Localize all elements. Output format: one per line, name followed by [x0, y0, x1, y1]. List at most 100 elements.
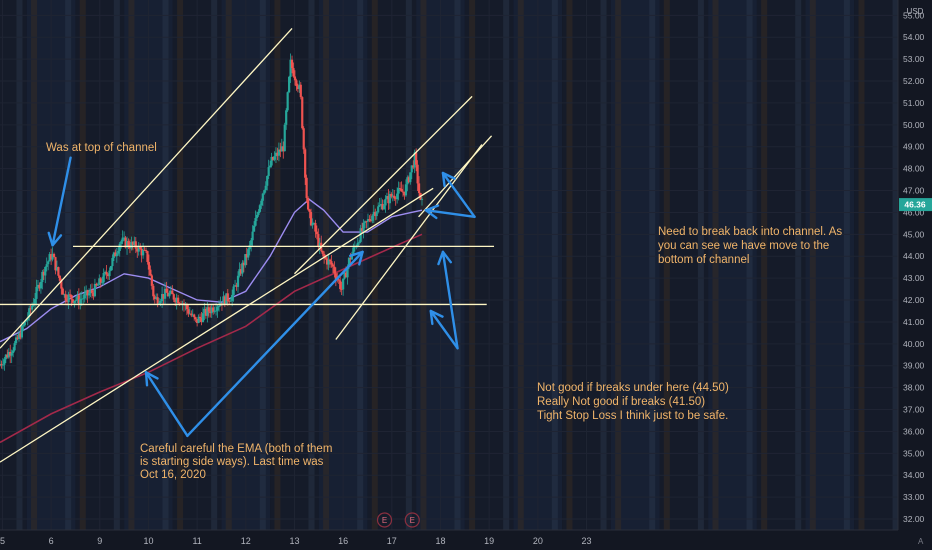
premarket-band [31, 0, 38, 530]
afterhours-band [454, 0, 461, 530]
upper-channel-line[interactable] [0, 28, 293, 349]
arrow-breaks-lower[interactable] [429, 309, 459, 350]
candle-body [261, 193, 264, 201]
candle-body [134, 241, 137, 249]
candle-body [283, 124, 286, 152]
premarket-band [761, 0, 768, 530]
auto-scale-button[interactable]: A [918, 537, 924, 546]
candle-body [286, 92, 289, 111]
candle-body [44, 266, 47, 276]
candle-body [334, 273, 337, 280]
candle-body [228, 301, 231, 302]
candle-body [233, 285, 237, 287]
afterhours-band [649, 0, 656, 530]
price-axis-background [898, 0, 932, 550]
arrow-break-back-upper[interactable] [441, 171, 476, 219]
afterhours-band [600, 0, 607, 530]
premarket-band [420, 0, 427, 530]
premarket-band [566, 0, 573, 530]
lower-channel-line[interactable] [0, 187, 434, 463]
afterhours-band [697, 0, 704, 530]
candle-body [92, 292, 95, 297]
trendline-drawings [0, 28, 495, 463]
earnings-event-marker[interactable]: E [376, 512, 393, 528]
price-axis: USD 32.00 33.00 34.00 35.00 36.00 37.00 38.00 3… [897, 0, 932, 550]
earnings-event-marker[interactable]: E [404, 512, 420, 528]
candle-body [331, 264, 335, 267]
candle-body [156, 297, 159, 304]
candle-body [74, 299, 78, 301]
candle-body [185, 304, 189, 310]
arrow-break-back-lower[interactable] [424, 204, 476, 220]
candle-body [244, 254, 247, 266]
session-band [805, 0, 855, 530]
arrow-top-of-channel[interactable] [47, 156, 72, 247]
candle-body [101, 282, 104, 284]
candle-body [359, 228, 362, 242]
arrow-breaks-upper[interactable] [437, 250, 459, 350]
candle-body [232, 286, 235, 295]
small-channel-top-line[interactable] [418, 135, 493, 218]
candle-body [266, 175, 269, 186]
candle-body [194, 317, 197, 320]
candle-body [118, 243, 121, 251]
new-channel-lower-line[interactable] [335, 144, 483, 340]
candle-body [309, 211, 313, 226]
candle-body [409, 172, 412, 183]
arrow-ema-right[interactable] [186, 250, 364, 438]
candle-body [393, 195, 396, 199]
candle-body [14, 337, 18, 344]
y-tick-label: 47.00 [903, 186, 925, 196]
candle-body [323, 253, 326, 258]
candle-body [288, 76, 291, 93]
premarket-band [663, 0, 670, 530]
candle-body [204, 308, 207, 316]
candle-body [10, 353, 13, 356]
candle-body [141, 249, 145, 256]
y-tick-label: 52.00 [903, 76, 925, 86]
candle-body [144, 250, 148, 252]
premarket-band [809, 0, 816, 530]
candle-body [280, 146, 283, 152]
arrow-ema-left[interactable] [144, 371, 189, 438]
afterhours-band [259, 0, 266, 530]
candle-body [296, 86, 299, 90]
candle-body [128, 246, 132, 249]
premarket-band [323, 0, 330, 530]
candle-body [255, 214, 259, 219]
candle-body [396, 193, 399, 200]
candle-body [95, 283, 98, 286]
candle-body [417, 183, 421, 193]
candle-body [73, 300, 76, 303]
candle-body [377, 206, 380, 213]
candle-body [321, 250, 324, 254]
x-tick-label: 12 [241, 536, 251, 546]
candle-body [124, 237, 127, 248]
candle-body [29, 308, 32, 310]
candle-body [13, 343, 16, 351]
candle-body [279, 149, 282, 152]
candle-body [90, 290, 94, 293]
candle-body [282, 146, 285, 152]
candle-body [80, 298, 83, 300]
candle-body [277, 149, 280, 156]
candle-body [231, 294, 234, 301]
premarket-band [128, 0, 135, 530]
gridlines [0, 14, 898, 520]
candle-body [171, 290, 174, 295]
candle-body [372, 211, 375, 216]
new-channel-upper-line[interactable] [294, 95, 473, 275]
candle-body [293, 76, 297, 81]
y-tick-label: 36.00 [903, 426, 925, 436]
candle-body [340, 289, 343, 290]
candle-body [363, 221, 367, 223]
afterhours-band [65, 0, 72, 530]
candle-body [251, 231, 254, 241]
candle-body [327, 259, 330, 265]
candle-body [247, 249, 250, 258]
candle-body [217, 305, 221, 307]
candle-body [200, 318, 203, 322]
candle-body [45, 264, 48, 267]
